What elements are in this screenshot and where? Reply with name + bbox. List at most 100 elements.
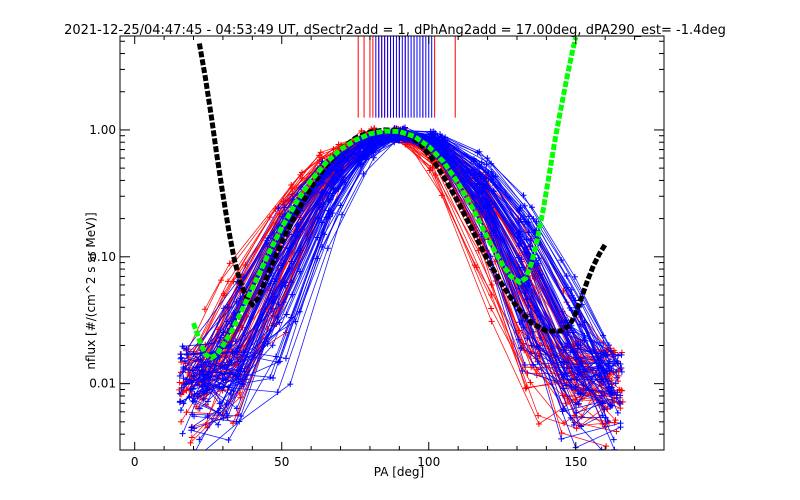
red-point [188, 434, 195, 441]
blue-point [234, 344, 241, 351]
blue-point [479, 205, 486, 212]
blue-point [618, 368, 625, 375]
blue-point [240, 381, 247, 388]
blue-point [225, 437, 232, 444]
blue-point [230, 315, 237, 322]
blue-point [615, 352, 622, 359]
blue-point [177, 407, 184, 414]
blue-point [181, 381, 188, 388]
red-point [178, 418, 185, 425]
blue-point [560, 358, 567, 365]
blue-point [560, 376, 567, 383]
blue-point [483, 203, 490, 210]
data-series-group [176, 36, 626, 450]
blue-point [362, 148, 369, 155]
blue-point [186, 378, 193, 385]
blue-point [606, 358, 613, 365]
red-point [371, 125, 378, 132]
blue-point [183, 376, 189, 383]
blue-point [232, 338, 239, 345]
blue-point [189, 385, 196, 392]
blue-point [178, 385, 185, 392]
blue-point [227, 342, 234, 349]
red-point [573, 425, 580, 432]
blue-point [484, 197, 491, 204]
blue-point [183, 346, 190, 353]
blue-point [490, 228, 497, 235]
red-point [610, 369, 617, 376]
blue-point [191, 425, 198, 432]
blue-point [599, 399, 606, 406]
blue-point [432, 138, 438, 145]
blue-point [335, 185, 342, 192]
blue-point [338, 177, 345, 184]
blue-point [518, 256, 525, 263]
x-tick-label: 50 [274, 455, 289, 469]
blue-point [617, 424, 624, 431]
blue-point [604, 418, 611, 425]
blue-point [487, 176, 494, 183]
blue-point [230, 388, 237, 395]
blue-point [189, 397, 196, 404]
blue-point [597, 363, 604, 370]
blue-point [521, 361, 528, 368]
blue-point [530, 215, 537, 222]
blue-point [238, 365, 245, 372]
blue-point [430, 128, 437, 135]
blue-point [176, 373, 183, 380]
blue-point [521, 202, 528, 209]
blue-point [276, 319, 283, 326]
blue-point [229, 349, 236, 356]
blue-point [362, 156, 369, 163]
blue-point [571, 273, 578, 280]
blue-point [233, 418, 240, 425]
blue-point [616, 401, 623, 408]
red-point [317, 149, 324, 156]
blue-point [220, 329, 227, 336]
blue-point [320, 201, 327, 208]
blue-point [190, 351, 197, 358]
blue-point [220, 305, 227, 312]
blue-point [514, 230, 521, 237]
blue-point [519, 367, 526, 374]
blue-point [530, 362, 537, 369]
x-tick-label: 0 [131, 455, 139, 469]
red-point [176, 379, 183, 386]
data-layer [176, 36, 626, 450]
red-point [535, 412, 542, 419]
chart-title: 2021-12-25/04:47:45 - 04:53:49 UT, dSect… [64, 23, 726, 38]
blue-point [326, 213, 333, 220]
blue-point [224, 304, 231, 311]
blue-point [267, 374, 274, 381]
blue-point [605, 342, 612, 349]
black-fit-curve [196, 43, 608, 334]
blue-point [577, 390, 584, 397]
red-point [288, 182, 295, 189]
blue-point [614, 389, 621, 396]
blue-point [226, 369, 233, 376]
blue-point [573, 409, 580, 416]
blue-point [370, 154, 377, 161]
blue-point [573, 376, 580, 383]
red-point [523, 384, 530, 391]
blue-point [579, 360, 586, 367]
green-fit-curve [191, 36, 579, 361]
plot-frame [119, 35, 665, 451]
blue-point [198, 383, 205, 390]
blue-point [299, 226, 306, 233]
red-point [613, 428, 620, 435]
blue-point [617, 392, 624, 399]
blue-point [196, 436, 203, 443]
blue-point [196, 405, 203, 412]
blue-point [264, 340, 271, 347]
blue-point [577, 341, 584, 348]
blue-point [270, 374, 277, 381]
blue-point [215, 409, 222, 416]
blue-point [568, 307, 575, 314]
blue-point [337, 202, 344, 209]
blue-point [183, 351, 190, 358]
blue-point [527, 243, 534, 250]
blue-point [267, 280, 274, 287]
blue-point [281, 204, 288, 211]
blue-point [618, 351, 625, 358]
